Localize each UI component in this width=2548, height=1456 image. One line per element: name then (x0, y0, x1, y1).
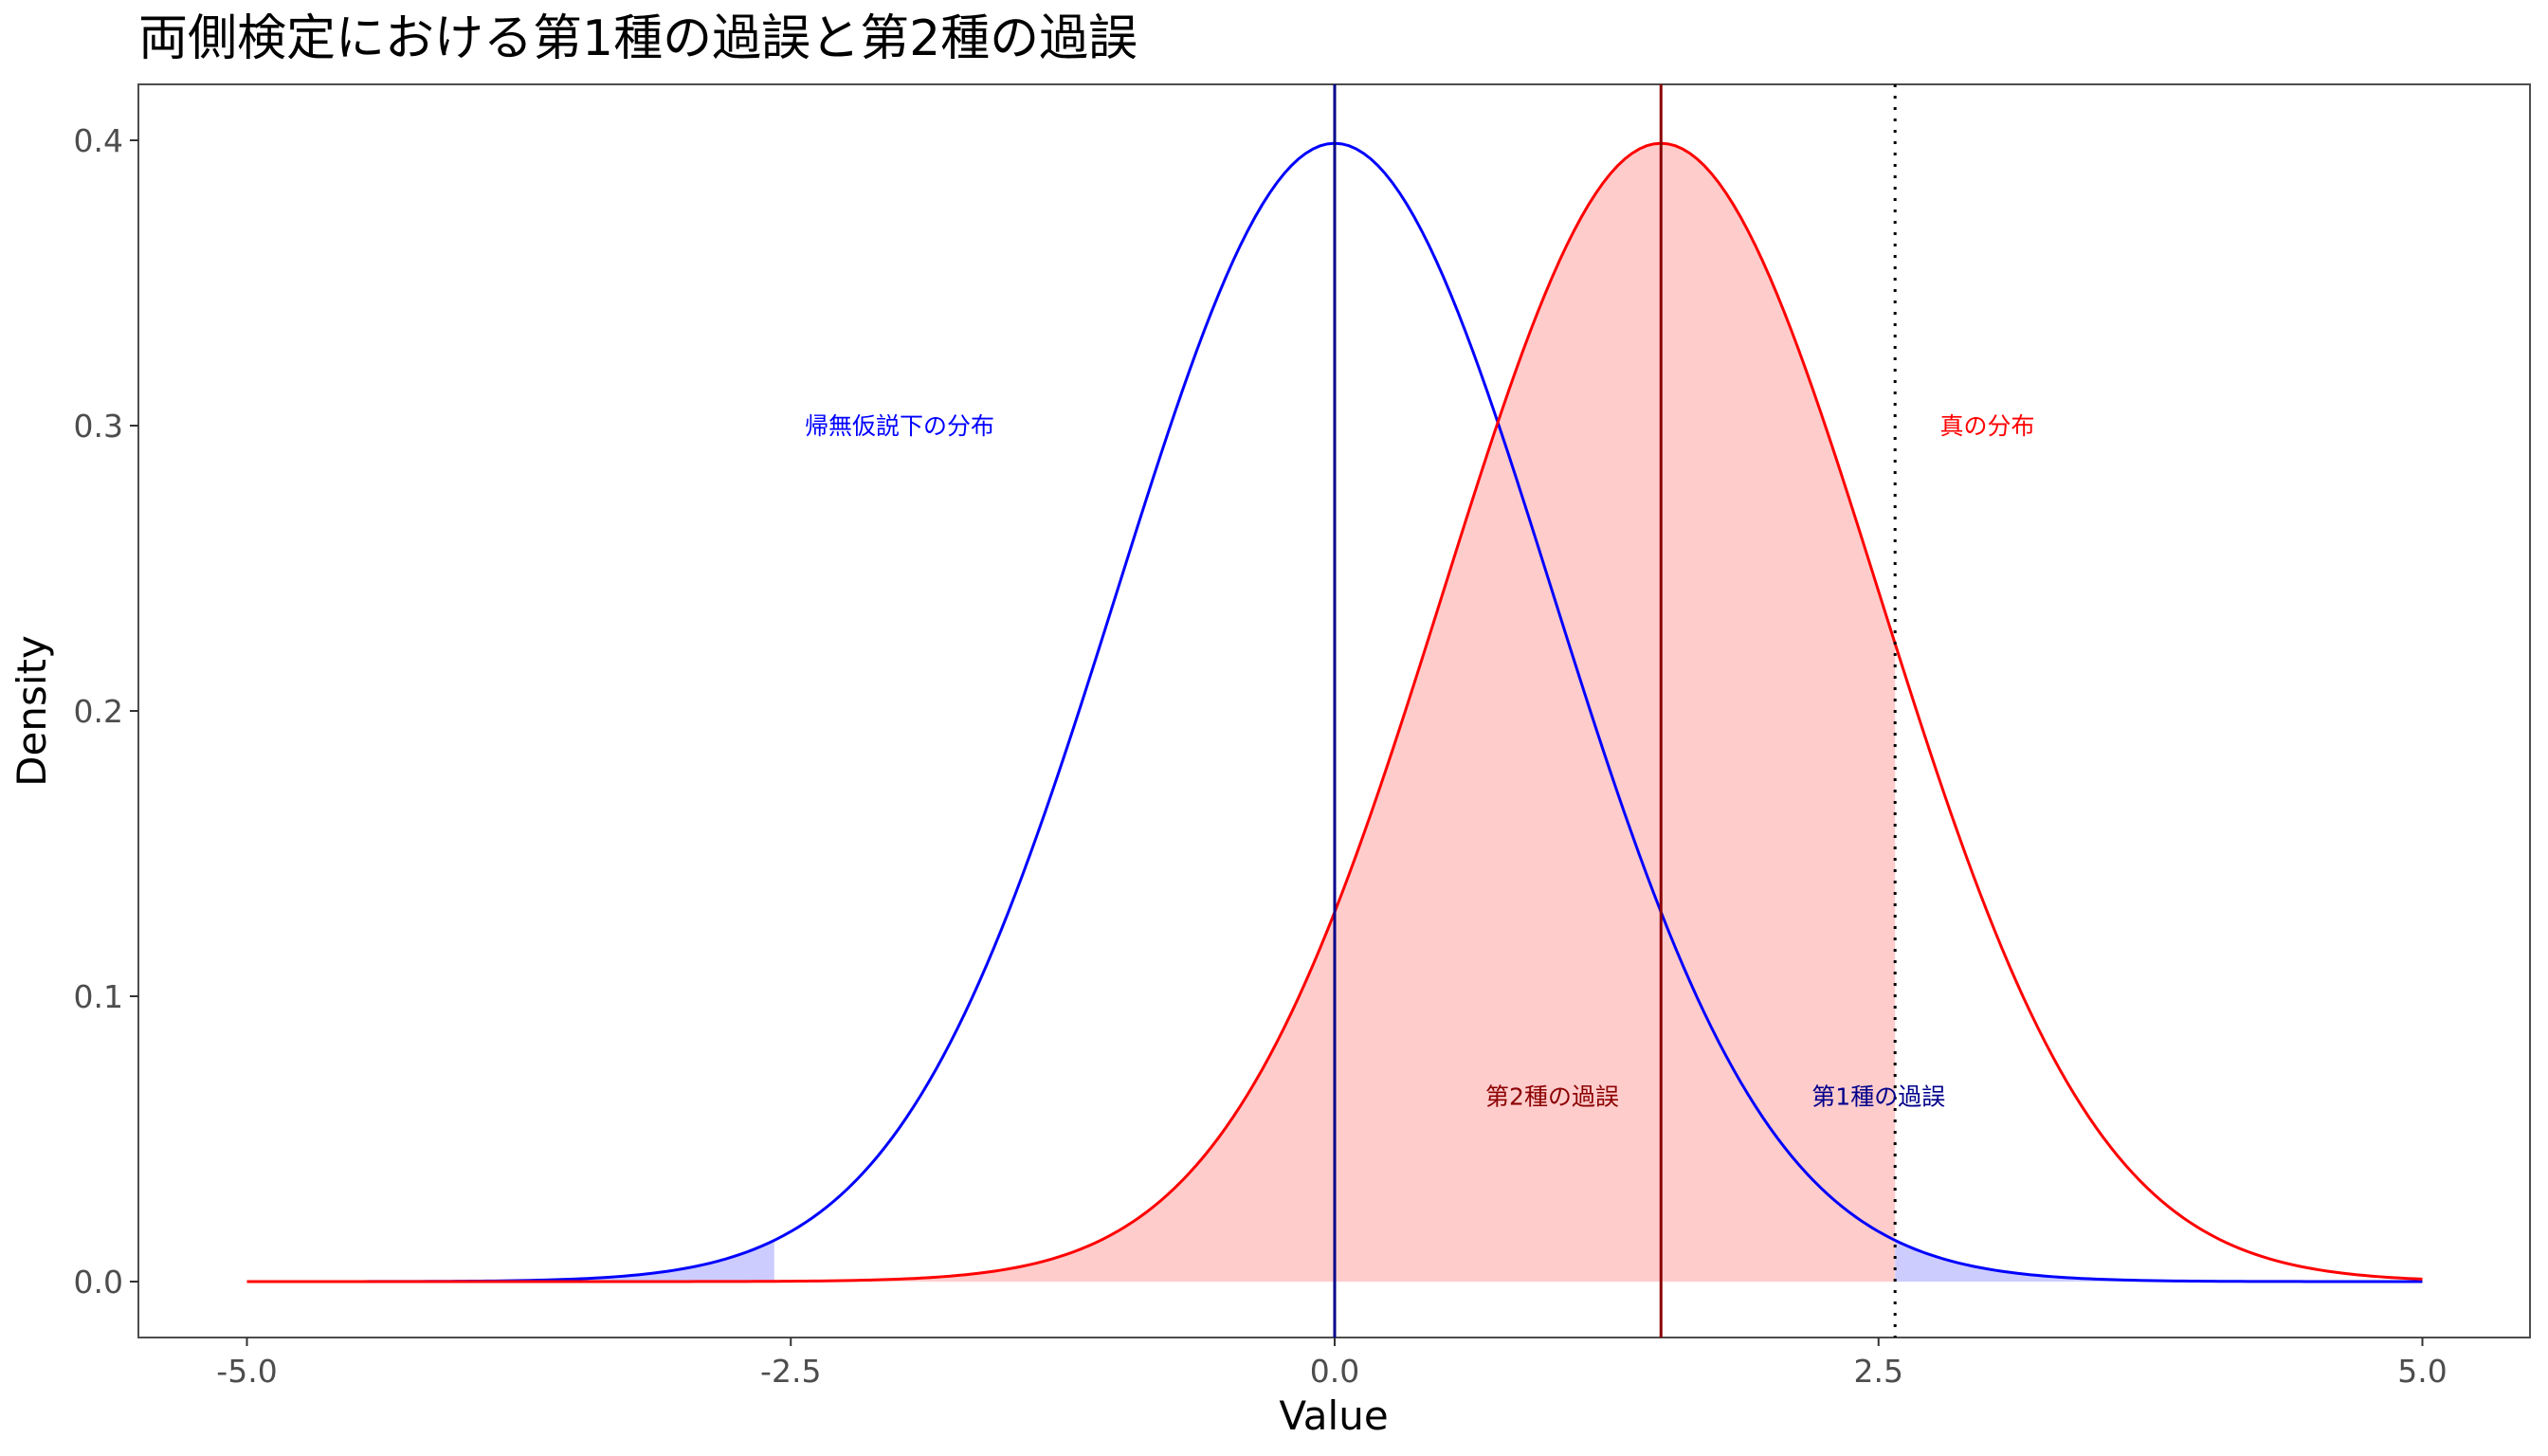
y-tick-label: 0.2 (74, 693, 123, 730)
x-tick-label: 5.0 (2397, 1353, 2447, 1390)
type2-error-area (774, 143, 1896, 1282)
annotation-label: 帰無仮説下の分布 (805, 412, 994, 440)
annotation-label: 第2種の過誤 (1485, 1083, 1619, 1110)
y-tick-label: 0.1 (74, 978, 123, 1015)
annotation-label: 第1種の過誤 (1811, 1083, 1945, 1110)
x-tick-label: -5.0 (216, 1353, 277, 1390)
type1-error-area (246, 1240, 774, 1282)
chart-title: 両側検定における第1種の過誤と第2種の過誤 (138, 10, 1138, 67)
x-tick-label: -2.5 (760, 1353, 821, 1390)
y-tick-label: 0.0 (74, 1264, 123, 1301)
y-tick-label: 0.3 (74, 408, 123, 445)
x-tick-label: 0.0 (1310, 1353, 1359, 1390)
annotation-label: 真の分布 (1939, 412, 2034, 440)
y-axis-title: Density (9, 635, 55, 787)
type1-error-area (1895, 1240, 2423, 1282)
y-tick-label: 0.4 (74, 122, 123, 159)
x-axis-title: Value (1279, 1392, 1388, 1439)
x-tick-label: 2.5 (1854, 1353, 1903, 1390)
